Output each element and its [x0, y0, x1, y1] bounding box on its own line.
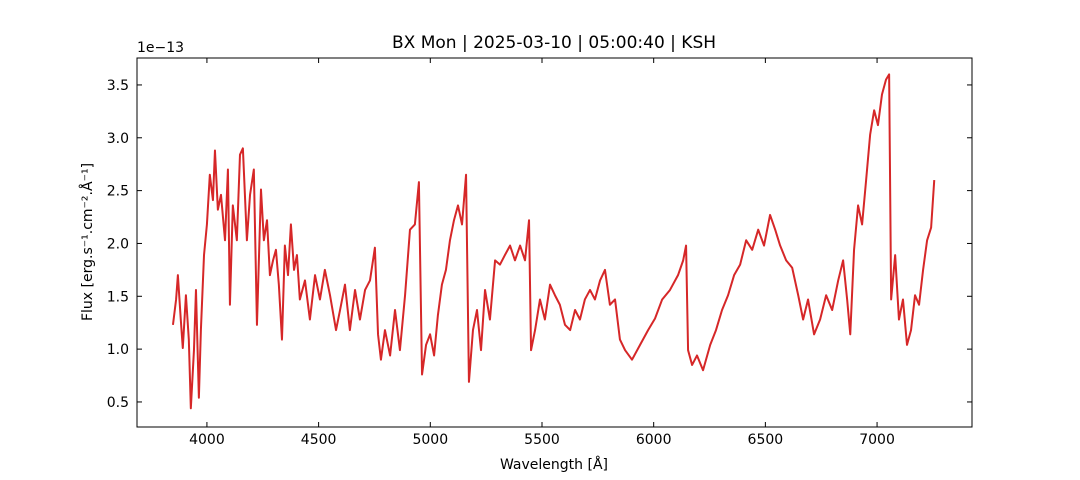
- x-tick-label: 5500: [524, 432, 560, 448]
- y-tick-label: 1.5: [107, 289, 129, 305]
- y-axis-label: Flux [erg.s⁻¹.cm⁻².Å⁻¹]: [79, 163, 96, 321]
- x-tick-label: 6500: [748, 432, 784, 448]
- y-tick-label: 3.5: [107, 78, 129, 94]
- y-tick-label: 2.5: [107, 184, 129, 200]
- x-tick-label: 4500: [301, 432, 337, 448]
- chart-title: BX Mon | 2025-03-10 | 05:00:40 | KSH: [392, 33, 716, 53]
- spectrum-line: [171, 73, 936, 410]
- x-tick-label: 7000: [859, 432, 895, 448]
- plot-frame: [136, 57, 973, 428]
- x-tick-label: 6000: [636, 432, 672, 448]
- x-tick-label: 5000: [412, 432, 448, 448]
- y-tick-label: 0.5: [107, 395, 129, 411]
- y-tick-label: 1.0: [107, 342, 129, 358]
- y-tick-label: 2.0: [107, 236, 129, 252]
- x-tick-label: 4000: [189, 432, 225, 448]
- y-tick-label: 3.0: [107, 131, 129, 147]
- y-offset-label: 1e−13: [137, 40, 184, 56]
- x-axis-label: Wavelength [Å]: [500, 456, 608, 473]
